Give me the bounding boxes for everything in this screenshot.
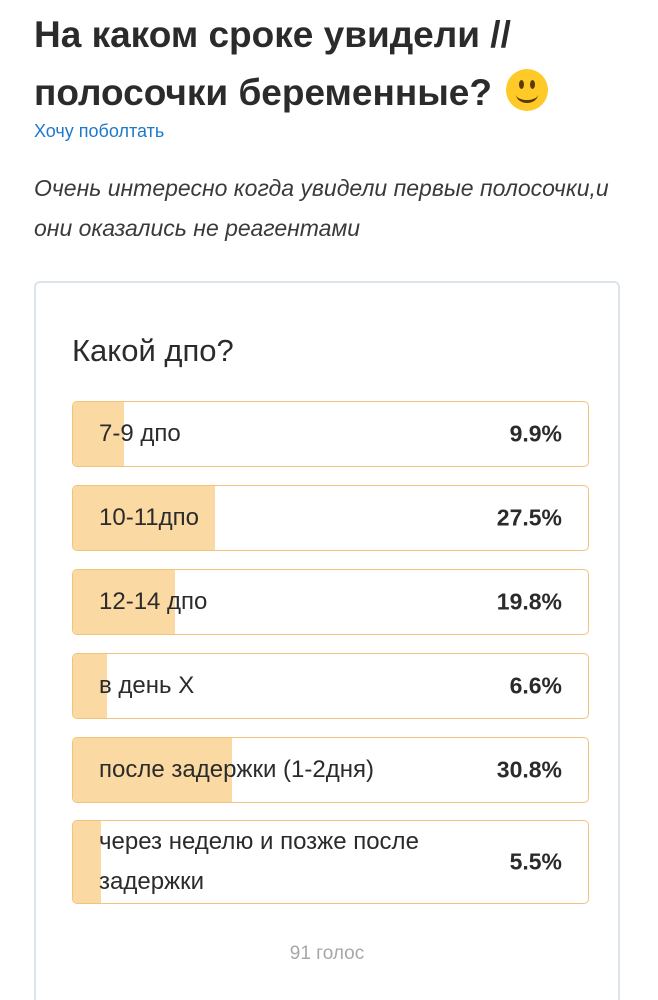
- poll-option-label: 7-9 дпо: [99, 420, 181, 447]
- poll-option-percent: 19.8%: [496, 588, 562, 615]
- poll-option-label: 12-14 дпо: [99, 588, 208, 615]
- poll-option-label: 10-11дпо: [99, 504, 199, 531]
- poll-option-bar: [73, 821, 102, 903]
- poll-option-bar: [73, 486, 215, 550]
- post-title: На каком сроке увидели // полосочки бере…: [34, 6, 634, 122]
- poll-option-percent: 27.5%: [496, 504, 562, 531]
- post-title-text: На каком сроке увидели // полосочки бере…: [34, 14, 511, 113]
- poll-option-bar: [73, 570, 175, 634]
- poll-option-label: после задержки (1-2дня): [99, 756, 374, 783]
- poll-option-percent: 6.6%: [509, 672, 562, 699]
- poll-option-bar: [73, 738, 232, 802]
- poll-option-percent: 30.8%: [496, 756, 562, 783]
- poll-option[interactable]: в день Х 6.6%: [72, 653, 589, 719]
- poll-option-bar: [73, 402, 124, 466]
- poll-option-label: через неделю и позже после задержки: [99, 828, 419, 895]
- slightly-smiling-face-icon: [506, 69, 549, 111]
- poll-option-percent: 5.5%: [509, 848, 562, 875]
- poll-option[interactable]: 10-11дпо 27.5%: [72, 485, 589, 551]
- poll-question: Какой дпо?: [72, 333, 234, 368]
- poll-option[interactable]: 12-14 дпо 19.8%: [72, 569, 589, 635]
- post-description: Очень интересно когда увидели первые пол…: [34, 175, 609, 241]
- poll-option[interactable]: 7-9 дпо 9.9%: [72, 401, 589, 467]
- poll-option[interactable]: через неделю и позже после задержки 5.5%: [72, 820, 589, 904]
- category-link[interactable]: Хочу поболтать: [34, 121, 165, 141]
- poll-card: Какой дпо? 7-9 дпо 9.9% 10-11дпо 27.5% 1…: [34, 281, 620, 1000]
- poll-option-percent: 9.9%: [509, 420, 562, 447]
- poll-option-bar: [73, 654, 107, 718]
- poll-option[interactable]: после задержки (1-2дня) 30.8%: [72, 737, 589, 803]
- poll-vote-count: 91 голос: [289, 943, 365, 964]
- poll-option-label: в день Х: [99, 672, 195, 699]
